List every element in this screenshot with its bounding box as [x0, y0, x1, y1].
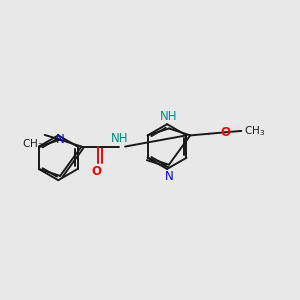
Text: CH$_3$: CH$_3$ [244, 124, 265, 138]
Text: N: N [56, 133, 64, 146]
Text: O: O [220, 126, 230, 139]
Text: NH: NH [160, 110, 178, 123]
Text: CH$_3$: CH$_3$ [22, 137, 43, 151]
Text: O: O [91, 165, 101, 178]
Text: N: N [165, 170, 173, 183]
Text: NH: NH [111, 132, 128, 145]
